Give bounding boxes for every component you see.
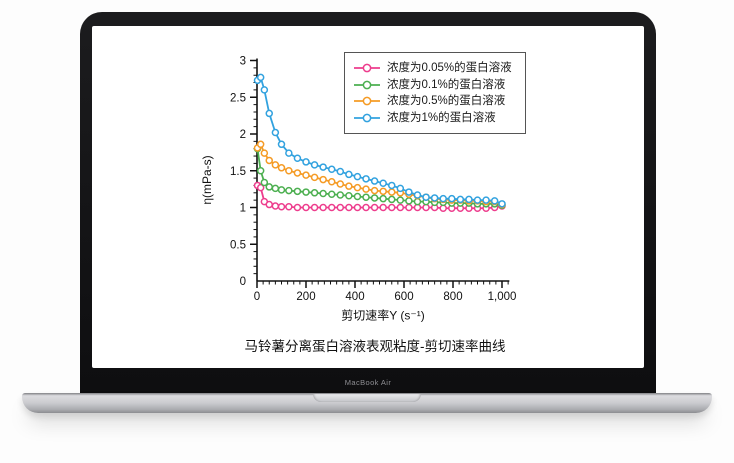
- svg-text:0.5: 0.5: [230, 239, 246, 251]
- svg-text:800: 800: [443, 291, 462, 303]
- legend-item: 浓度为0.1%的蛋白溶液: [354, 77, 512, 94]
- device-name-label: MacBook Air: [344, 378, 392, 387]
- legend-item: 浓度为0.5%的蛋白溶液: [354, 93, 512, 110]
- legend-line-circle-icon: [354, 113, 380, 123]
- svg-text:1: 1: [240, 203, 246, 215]
- chart-legend: 浓度为0.05%的蛋白溶液 浓度为0.1%的蛋白溶液 浓度为0.5%的蛋白溶液 浓度为…: [344, 52, 526, 134]
- legend-line-circle-icon: [354, 80, 380, 90]
- svg-text:0: 0: [254, 291, 260, 303]
- svg-text:2.5: 2.5: [230, 92, 246, 104]
- svg-text:1.5: 1.5: [230, 166, 246, 178]
- legend-line-circle-icon: [354, 96, 380, 106]
- svg-text:600: 600: [394, 291, 413, 303]
- legend-item: 浓度为1%的蛋白溶液: [354, 110, 512, 127]
- y-axis-label: η(mPa-s): [200, 155, 214, 205]
- laptop-screen-bezel: 0 0.5 1 1.5 2 2.5 3 0 200 400 600 800 1,000 η(mPa-s)…: [80, 12, 656, 393]
- x-axis-label: 剪切速率Y (s⁻¹): [341, 308, 425, 323]
- legend-line-circle-icon: [354, 63, 380, 73]
- legend-label: 浓度为1%的蛋白溶液: [387, 111, 496, 124]
- chart-title: 马铃薯分离蛋白溶液表观粘度-剪切速率曲线: [244, 339, 506, 354]
- viscosity-shear-rate-chart: 0 0.5 1 1.5 2 2.5 3 0 200 400 600 800 1,000: [230, 56, 517, 304]
- svg-text:1,000: 1,000: [488, 291, 517, 303]
- legend-label: 浓度为0.5%的蛋白溶液: [387, 95, 506, 107]
- legend-item: 浓度为0.05%的蛋白溶液: [354, 60, 512, 77]
- svg-text:2: 2: [240, 129, 246, 141]
- svg-text:400: 400: [345, 291, 364, 303]
- svg-text:200: 200: [296, 291, 315, 303]
- svg-text:3: 3: [240, 56, 246, 68]
- laptop-base: [22, 393, 712, 413]
- legend-label: 浓度为0.1%的蛋白溶液: [387, 78, 506, 91]
- laptop-lid-notch: [313, 394, 421, 402]
- legend-label: 浓度为0.05%的蛋白溶液: [387, 62, 512, 74]
- laptop-screen: 0 0.5 1 1.5 2 2.5 3 0 200 400 600 800 1,000 η(mPa-s)…: [92, 26, 644, 368]
- svg-text:0: 0: [240, 276, 246, 288]
